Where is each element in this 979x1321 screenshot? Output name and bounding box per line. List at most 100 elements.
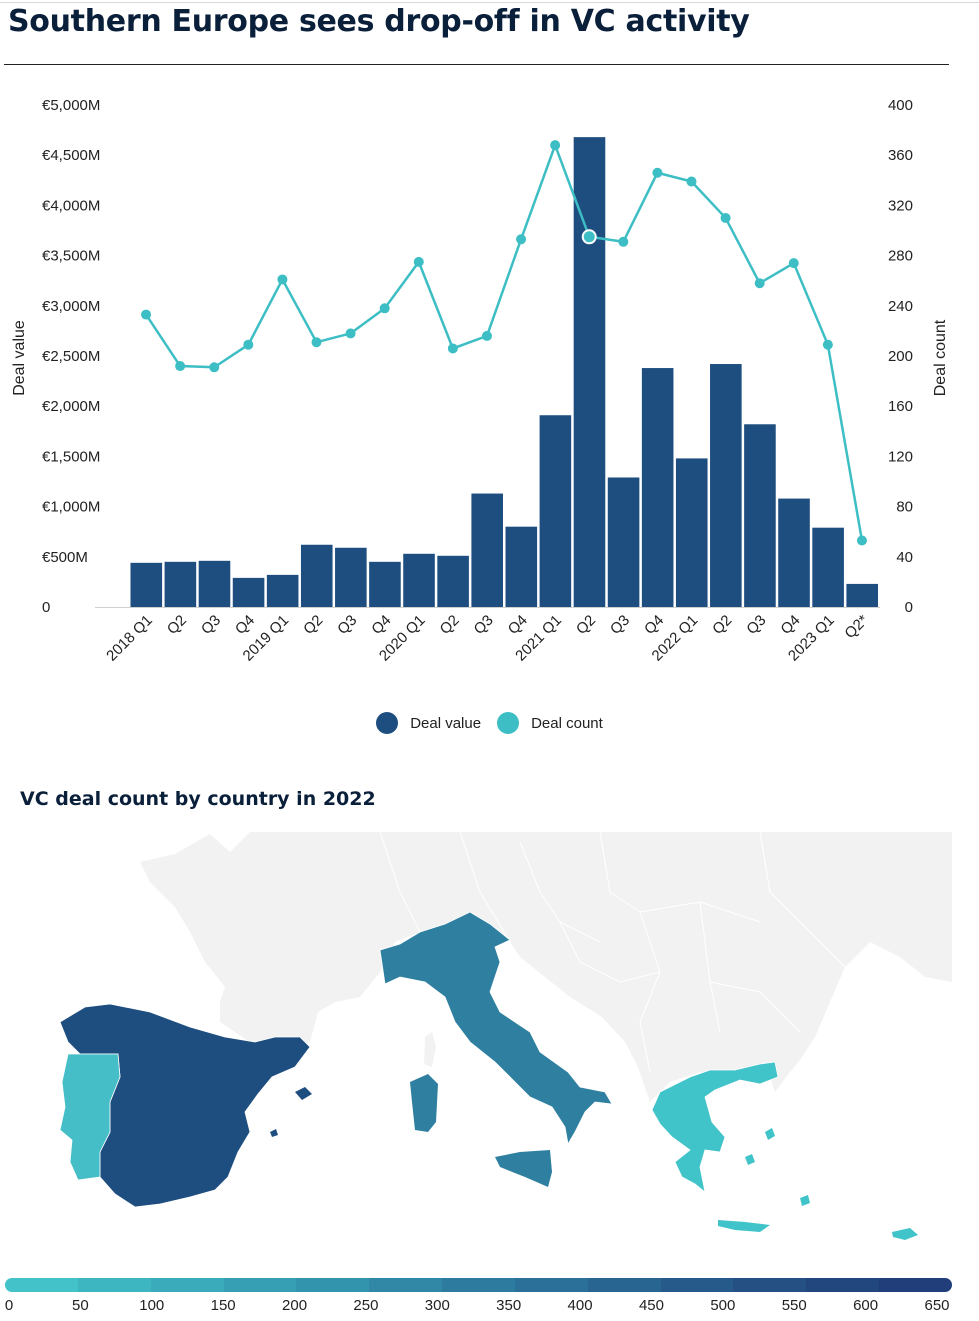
point-deal-count — [277, 274, 288, 285]
color-scale-tick-label: 250 — [353, 1297, 379, 1314]
map-title: VC deal count by country in 2022 — [20, 788, 376, 810]
color-scale-segment — [587, 1278, 661, 1292]
x-tick-label: Q4 — [777, 612, 803, 638]
point-deal-count — [822, 339, 833, 350]
x-tick-label: Q3 — [471, 612, 497, 638]
point-deal-count — [243, 339, 254, 350]
legend-label-deal-value: Deal value — [410, 714, 482, 732]
point-deal-count-highlighted — [581, 229, 597, 245]
bar-deal-value — [505, 526, 538, 607]
point-deal-count — [481, 330, 492, 341]
color-scale-tick-label: 400 — [567, 1297, 593, 1314]
color-scale-tick-label: 300 — [424, 1297, 450, 1314]
color-scale-segment — [660, 1278, 734, 1292]
island-crete[interactable] — [718, 1220, 770, 1232]
color-scale-segment — [879, 1278, 952, 1292]
bar-deal-value — [778, 498, 810, 607]
x-tick-label: Q4 — [368, 612, 394, 638]
bar-deal-value — [641, 368, 674, 607]
y2-tick-label: 360 — [888, 147, 913, 164]
point-deal-count — [311, 337, 322, 348]
bar-deal-value — [300, 544, 333, 607]
x-tick-label: Q2 — [437, 612, 463, 638]
title-rule — [4, 64, 949, 65]
point-deal-count — [856, 535, 867, 546]
country-portugal[interactable] — [59, 1053, 121, 1181]
point-deal-count — [516, 234, 527, 245]
y-tick-label: €2,000M — [42, 398, 100, 415]
bar-deal-value — [198, 560, 231, 607]
bar-deal-value — [232, 577, 265, 607]
color-scale-segment — [514, 1278, 588, 1292]
island-sardinia[interactable] — [410, 1074, 438, 1132]
x-tick-label: Q4 — [641, 612, 667, 638]
color-scale-tick-label: 50 — [72, 1297, 89, 1314]
point-deal-count — [345, 328, 356, 339]
y-tick-label: €2,500M — [42, 348, 100, 365]
y-tick-label: €5,000M — [42, 97, 100, 114]
x-tick-label: Q3 — [334, 612, 360, 638]
chart-legend: Deal value Deal count — [0, 712, 979, 734]
bar-deal-value — [266, 574, 299, 607]
bar-deal-value — [335, 547, 367, 607]
y2-tick-label: 200 — [888, 348, 913, 365]
border-lines — [379, 832, 846, 1073]
island-balearic-small[interactable] — [270, 1129, 278, 1137]
bar-deal-value — [846, 583, 878, 607]
island-sicily[interactable] — [495, 1150, 552, 1187]
color-scale-segment — [442, 1278, 515, 1292]
island-aegean-3[interactable] — [745, 1154, 755, 1165]
legend-item-deal-count[interactable]: Deal count — [497, 712, 603, 734]
bar-deal-value — [812, 527, 844, 607]
point-deal-count — [141, 309, 152, 320]
point-deal-count — [413, 256, 424, 267]
land-neutral — [140, 832, 952, 1102]
legend-item-deal-value[interactable]: Deal value — [376, 712, 481, 734]
color-scale-segment — [223, 1278, 297, 1292]
point-deal-count — [652, 167, 663, 178]
country-italy[interactable] — [379, 911, 613, 1146]
y-axis-title: Deal value — [11, 320, 28, 396]
point-deal-count — [175, 361, 186, 372]
point-deal-count — [686, 176, 697, 187]
country-greece[interactable] — [651, 1061, 779, 1193]
x-tick-label: Q2 — [300, 612, 326, 638]
y2-tick-label: 280 — [888, 248, 913, 265]
point-deal-count — [754, 278, 765, 289]
legend-label-deal-count: Deal count — [531, 714, 603, 732]
color-scale-tick-label: 350 — [496, 1297, 522, 1314]
color-scale-tick-label: 600 — [853, 1297, 879, 1314]
point-deal-count — [209, 362, 220, 373]
point-deal-count — [550, 140, 561, 151]
y2-tick-label: 160 — [888, 398, 913, 415]
choropleth-map — [0, 832, 952, 1262]
bar-deal-value — [471, 493, 503, 607]
bar-deal-value — [164, 561, 197, 607]
bar-deal-value — [369, 561, 401, 607]
y-tick-label: €1,500M — [42, 448, 100, 465]
color-scale-tick-label: 650 — [924, 1297, 950, 1314]
color-scale-tick-label: 0 — [4, 1297, 14, 1314]
color-scale-bar — [5, 1278, 952, 1292]
y-tick-label: 0 — [42, 599, 50, 616]
x-tick-label: Q2* — [841, 612, 871, 642]
x-tick-label: Q4 — [505, 612, 531, 638]
point-deal-count — [720, 212, 731, 223]
x-tick-label: 2018 Q1 — [103, 612, 156, 665]
color-scale-labels: 0 50 100 150 200 250 300 350 400 450 500 550 600 650 — [0, 1297, 979, 1319]
island-aegean-2[interactable] — [800, 1195, 810, 1206]
bar-deal-value — [744, 424, 776, 607]
bar-deal-value — [675, 458, 708, 607]
combo-chart: 0 €500M €1,000M €1,500M €2,000M €2,500M €3,000… — [11, 97, 949, 665]
page-title: Southern Europe sees drop-off in VC acti… — [8, 4, 750, 39]
island-cyprus[interactable] — [892, 1228, 918, 1240]
island-aegean-1[interactable] — [765, 1128, 775, 1140]
y-tick-label: €1,000M — [42, 499, 100, 516]
island-balearic[interactable] — [295, 1087, 312, 1100]
color-scale-tick-label: 550 — [781, 1297, 807, 1314]
bar-deal-value — [403, 553, 435, 607]
x-tick-label: Q3 — [198, 612, 224, 638]
color-scale-segment — [806, 1278, 880, 1292]
y2-tick-label: 80 — [896, 499, 913, 516]
bar-deal-value — [573, 137, 606, 607]
